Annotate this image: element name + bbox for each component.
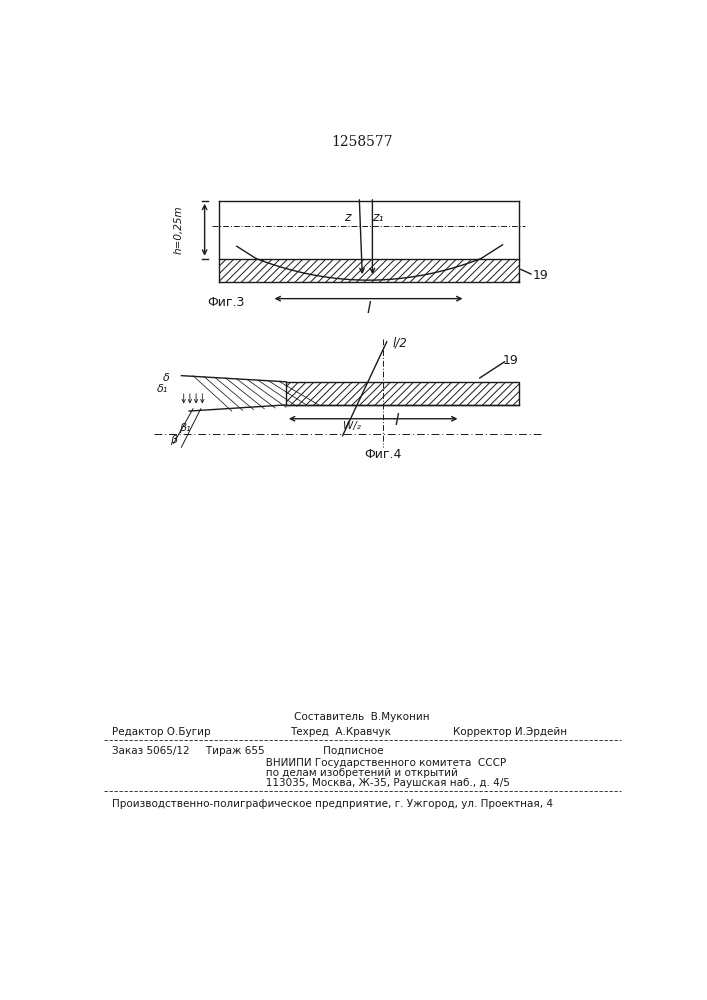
Text: l: l bbox=[366, 301, 370, 316]
Text: 19: 19 bbox=[503, 354, 519, 367]
Text: W/₂: W/₂ bbox=[343, 421, 361, 431]
Text: Фиг.4: Фиг.4 bbox=[364, 448, 402, 461]
Text: Заказ 5065/12     Тираж 655                  Подписное: Заказ 5065/12 Тираж 655 Подписное bbox=[112, 746, 383, 756]
Text: δ: δ bbox=[163, 373, 170, 383]
Text: h=0,25m: h=0,25m bbox=[173, 205, 183, 254]
Text: β: β bbox=[170, 435, 177, 445]
Text: β₁: β₁ bbox=[180, 423, 191, 433]
Text: δ₁: δ₁ bbox=[157, 384, 168, 394]
Text: 113035, Москва, Ж-35, Раушская наб., д. 4/5: 113035, Москва, Ж-35, Раушская наб., д. … bbox=[243, 778, 510, 788]
Text: 19: 19 bbox=[532, 269, 548, 282]
Text: Корректор И.Эрдейн: Корректор И.Эрдейн bbox=[452, 727, 567, 737]
Text: l/2: l/2 bbox=[392, 337, 407, 350]
Text: l: l bbox=[395, 413, 399, 428]
Text: 1258577: 1258577 bbox=[331, 135, 393, 149]
Text: Фиг.3: Фиг.3 bbox=[207, 296, 245, 309]
Text: Техред  А.Кравчук: Техред А.Кравчук bbox=[290, 727, 391, 737]
Text: по делам изобретений и открытий: по делам изобретений и открытий bbox=[243, 768, 458, 778]
Text: Производственно-полиграфическое предприятие, г. Ужгород, ул. Проектная, 4: Производственно-полиграфическое предприя… bbox=[112, 799, 553, 809]
Text: z: z bbox=[344, 211, 350, 224]
Text: ВНИИПИ Государственного комитета  СССР: ВНИИПИ Государственного комитета СССР bbox=[243, 758, 507, 768]
Text: Редактор О.Бугир: Редактор О.Бугир bbox=[112, 727, 210, 737]
Text: z₁: z₁ bbox=[372, 211, 384, 224]
Text: Составитель  В.Муконин: Составитель В.Муконин bbox=[294, 712, 430, 722]
